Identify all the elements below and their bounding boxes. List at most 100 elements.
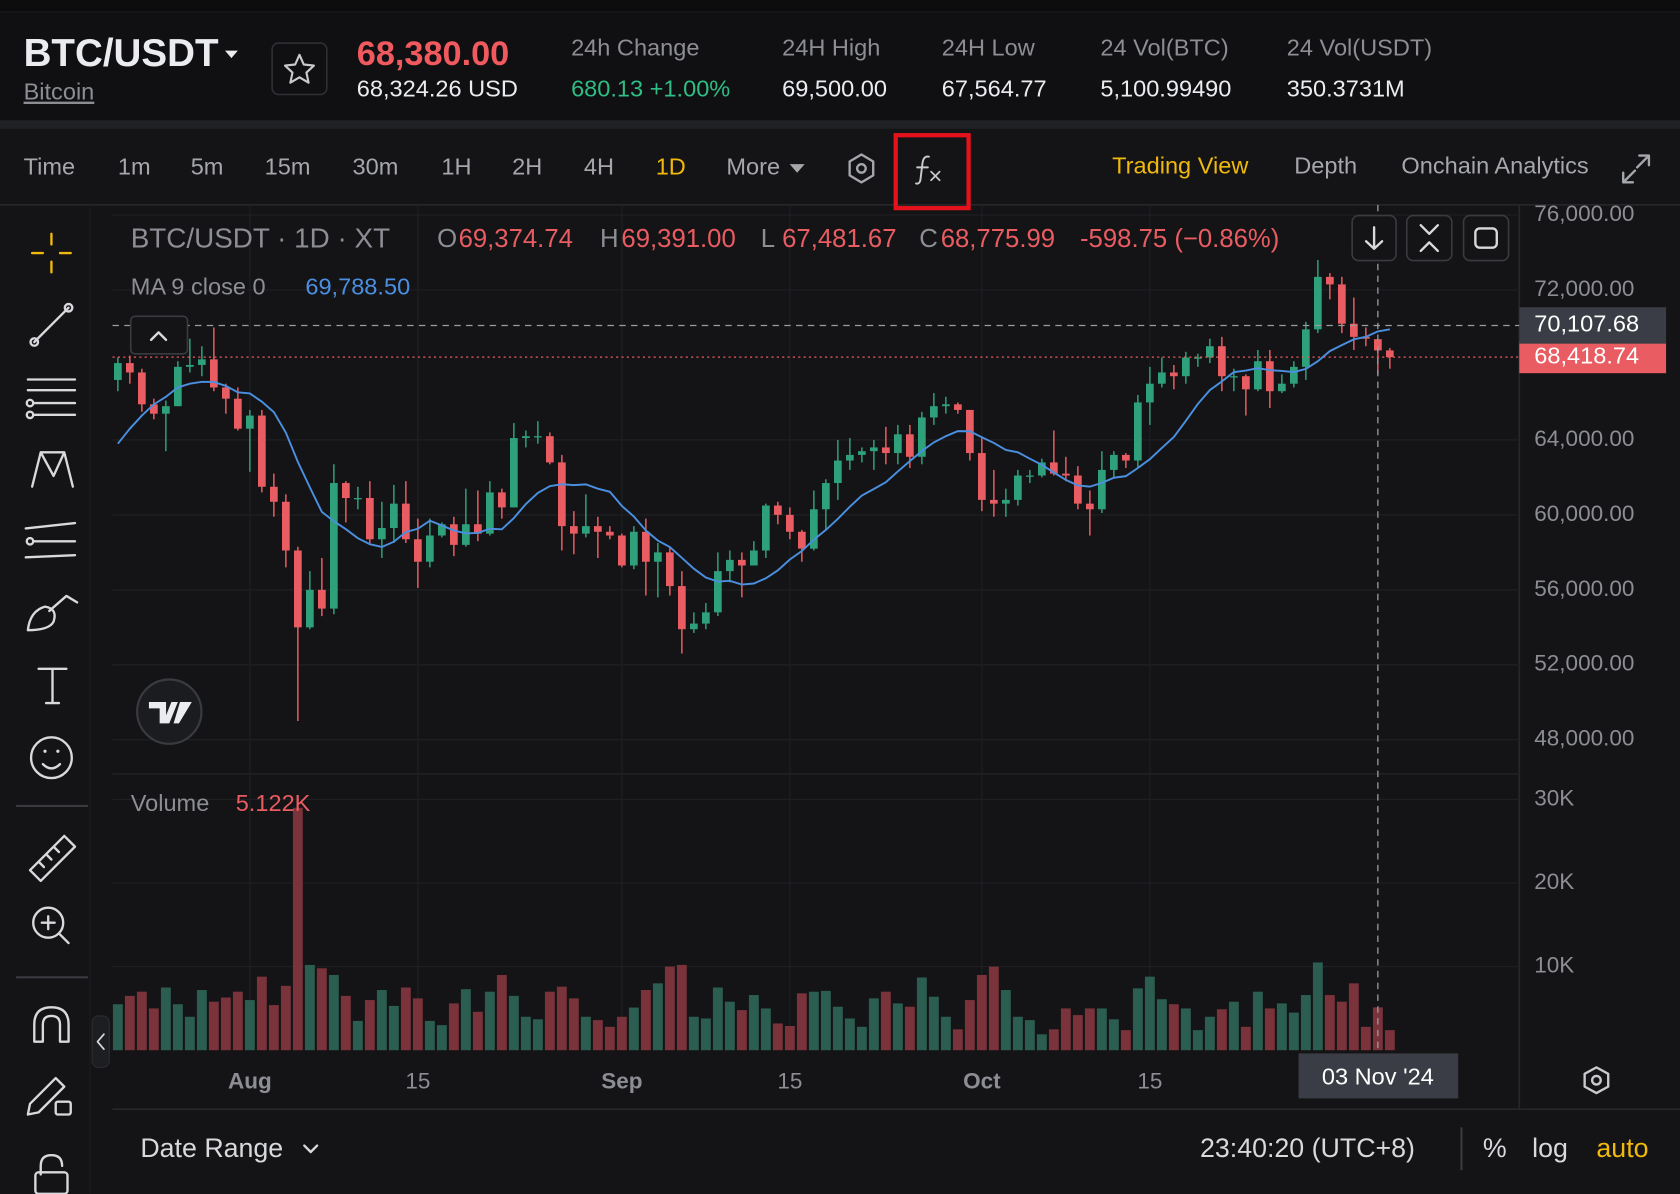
interval-option[interactable]: 1H (441, 154, 471, 180)
settings-icon[interactable] (848, 153, 875, 184)
volume-bar (976, 974, 987, 1051)
interval-option[interactable]: 2H (512, 154, 542, 180)
candle-body (858, 451, 866, 455)
volume-bar (256, 976, 267, 1051)
brush-tool[interactable] (26, 594, 79, 632)
volume-bar (424, 1020, 435, 1051)
volume-bar (808, 991, 819, 1051)
candle-body (1050, 462, 1058, 474)
volume-bar (1264, 1008, 1275, 1051)
indicator-fx-icon[interactable] (915, 155, 930, 185)
volume-bar (1360, 1026, 1371, 1051)
volume-bar (1024, 1020, 1035, 1051)
view-tab[interactable]: Depth (1294, 153, 1357, 179)
volume-bar (1300, 995, 1311, 1051)
sidebar-toggle[interactable] (91, 1015, 110, 1068)
crosshair-tool[interactable] (30, 232, 72, 274)
candle-body (138, 372, 146, 405)
candle-body (1374, 339, 1382, 351)
emoji-smile (41, 762, 62, 770)
emoji-tool[interactable] (29, 736, 73, 780)
candle-body (1266, 361, 1274, 392)
candle-body (1062, 473, 1070, 476)
candle-body (462, 524, 470, 545)
fib-tool[interactable] (24, 521, 77, 559)
interval-option[interactable]: 15m (265, 154, 311, 180)
favorite-button[interactable] (271, 42, 328, 96)
volume-bar (1180, 1008, 1191, 1051)
text-tool[interactable] (37, 667, 68, 705)
lock-tool[interactable] (39, 1154, 64, 1176)
candle-body (1302, 329, 1310, 367)
symbol-caret[interactable] (225, 50, 238, 59)
log-toggle[interactable]: log (1532, 1133, 1568, 1163)
candle-body (1290, 366, 1298, 384)
candle-body (834, 460, 842, 484)
magnet-tool[interactable] (33, 1006, 70, 1043)
stat-value: 680.13 +1.00% (571, 75, 730, 101)
y-tick-label: 56,000.00 (1534, 576, 1634, 601)
emoji-eye (56, 749, 60, 753)
candle-body (594, 526, 602, 532)
volume-bar (244, 1000, 255, 1051)
candle-body (162, 406, 170, 414)
volume-bar (1036, 1034, 1047, 1051)
tool-handle (25, 398, 35, 408)
more-caret[interactable] (789, 164, 805, 173)
collapse-button[interactable] (1405, 214, 1453, 262)
volume-bar (856, 1026, 867, 1051)
legend-toggle[interactable] (129, 315, 189, 355)
interval-option-active[interactable]: 1D (656, 154, 686, 180)
lock-badge (54, 1100, 72, 1116)
candle-body (942, 404, 950, 407)
symbol[interactable]: BTC/USDT (24, 32, 219, 75)
screenshot-button[interactable] (1462, 214, 1510, 262)
pattern-tool[interactable] (30, 451, 75, 488)
legend-toggle-icon (149, 331, 168, 342)
view-tab[interactable]: Onchain Analytics (1401, 153, 1588, 179)
volume-bar (1084, 1008, 1095, 1051)
axis-settings-icon[interactable] (1583, 1066, 1610, 1095)
fullscreen-icon[interactable] (1622, 154, 1651, 184)
candle-body (678, 586, 686, 630)
auto-toggle[interactable]: auto (1596, 1133, 1648, 1163)
ruler-tool[interactable] (28, 834, 77, 883)
date-range-caret[interactable] (303, 1144, 319, 1154)
volume-bar (196, 990, 207, 1051)
trendline-tool[interactable] (33, 306, 70, 344)
coin-name[interactable]: Bitcoin (24, 79, 95, 105)
interval-option[interactable]: 30m (353, 154, 399, 180)
volume-bar (340, 995, 351, 1051)
more-menu[interactable]: More (726, 154, 780, 180)
candle-body (954, 404, 962, 410)
volume-bar (160, 987, 171, 1051)
date-range[interactable]: Date Range (140, 1133, 283, 1163)
percent-toggle[interactable]: % (1483, 1133, 1507, 1163)
interval-option[interactable]: 1m (118, 154, 151, 180)
ohlc-value: 69,391.00 (621, 225, 735, 253)
lock-drawings-tool[interactable] (26, 1076, 66, 1116)
last-price-label: 68,418.74 (1534, 342, 1639, 368)
stat-value: 67,564.77 (942, 75, 1047, 101)
interval-option[interactable]: 4H (584, 154, 614, 180)
volume-bar (1288, 1012, 1299, 1051)
sidebar-toggle-arrow (96, 1033, 105, 1050)
candle-body (546, 436, 554, 463)
lines-tool[interactable] (26, 378, 77, 417)
volume-bar (904, 1006, 915, 1051)
volume-bar (1276, 1003, 1287, 1051)
candle-body (1278, 383, 1286, 392)
candle-body (1182, 357, 1190, 377)
tool-handle (29, 337, 40, 347)
candle-body (438, 524, 446, 536)
volume-bar (604, 1026, 615, 1051)
stat-label: 24 Vol(USDT) (1287, 35, 1432, 61)
zoom-tool[interactable] (32, 906, 65, 939)
change: -598.75 (−0.86%) (1080, 225, 1279, 253)
view-tab-active[interactable]: Trading View (1112, 153, 1249, 179)
candle-body (234, 398, 242, 429)
candle-body (726, 559, 734, 572)
interval-option[interactable]: 5m (191, 154, 224, 180)
